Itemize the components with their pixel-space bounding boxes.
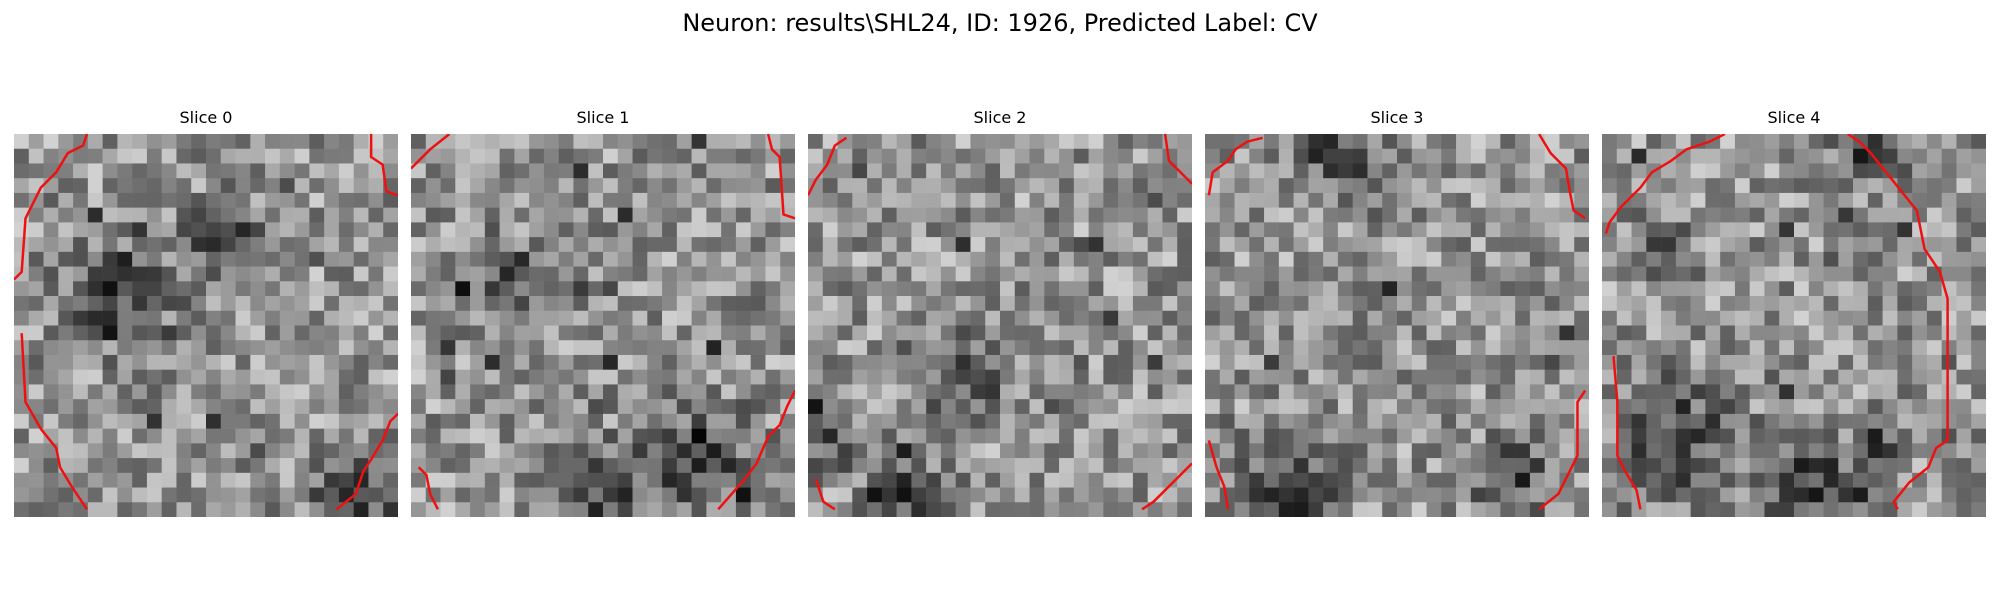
panel-title-slice-2: Slice 2 [973,108,1027,127]
contour-line [1612,356,1642,510]
slice-image-2 [808,134,1192,517]
contour-line [335,412,398,511]
contour-line [1847,134,1949,510]
slice-image-4 [1602,134,1986,517]
contour-line [417,466,440,510]
slice-image-1 [411,134,795,517]
contour-line [1538,134,1586,220]
contour-line [766,134,795,220]
contour-line [1538,389,1587,511]
panel-title-slice-3: Slice 3 [1370,108,1424,127]
contour-line [1604,134,1726,234]
contour-line [808,136,848,196]
panel-title-slice-1: Slice 1 [576,108,630,127]
figure-title: Neuron: results\SHL24, ID: 1926, Predict… [682,9,1318,37]
contour-line [717,390,795,511]
contour-line [1207,440,1230,510]
contour-line [814,478,836,511]
slice-image-3 [1205,134,1589,517]
contour-line [14,134,89,281]
contour-line [369,134,398,197]
panel-title-slice-0: Slice 0 [179,108,233,127]
slice-image-0 [14,134,398,517]
contour-line [1207,136,1263,196]
contour-line [411,134,451,170]
contour-line [1141,462,1192,511]
contour-line [1163,134,1192,185]
contour-line [20,333,89,511]
panel-title-slice-4: Slice 4 [1767,108,1821,127]
